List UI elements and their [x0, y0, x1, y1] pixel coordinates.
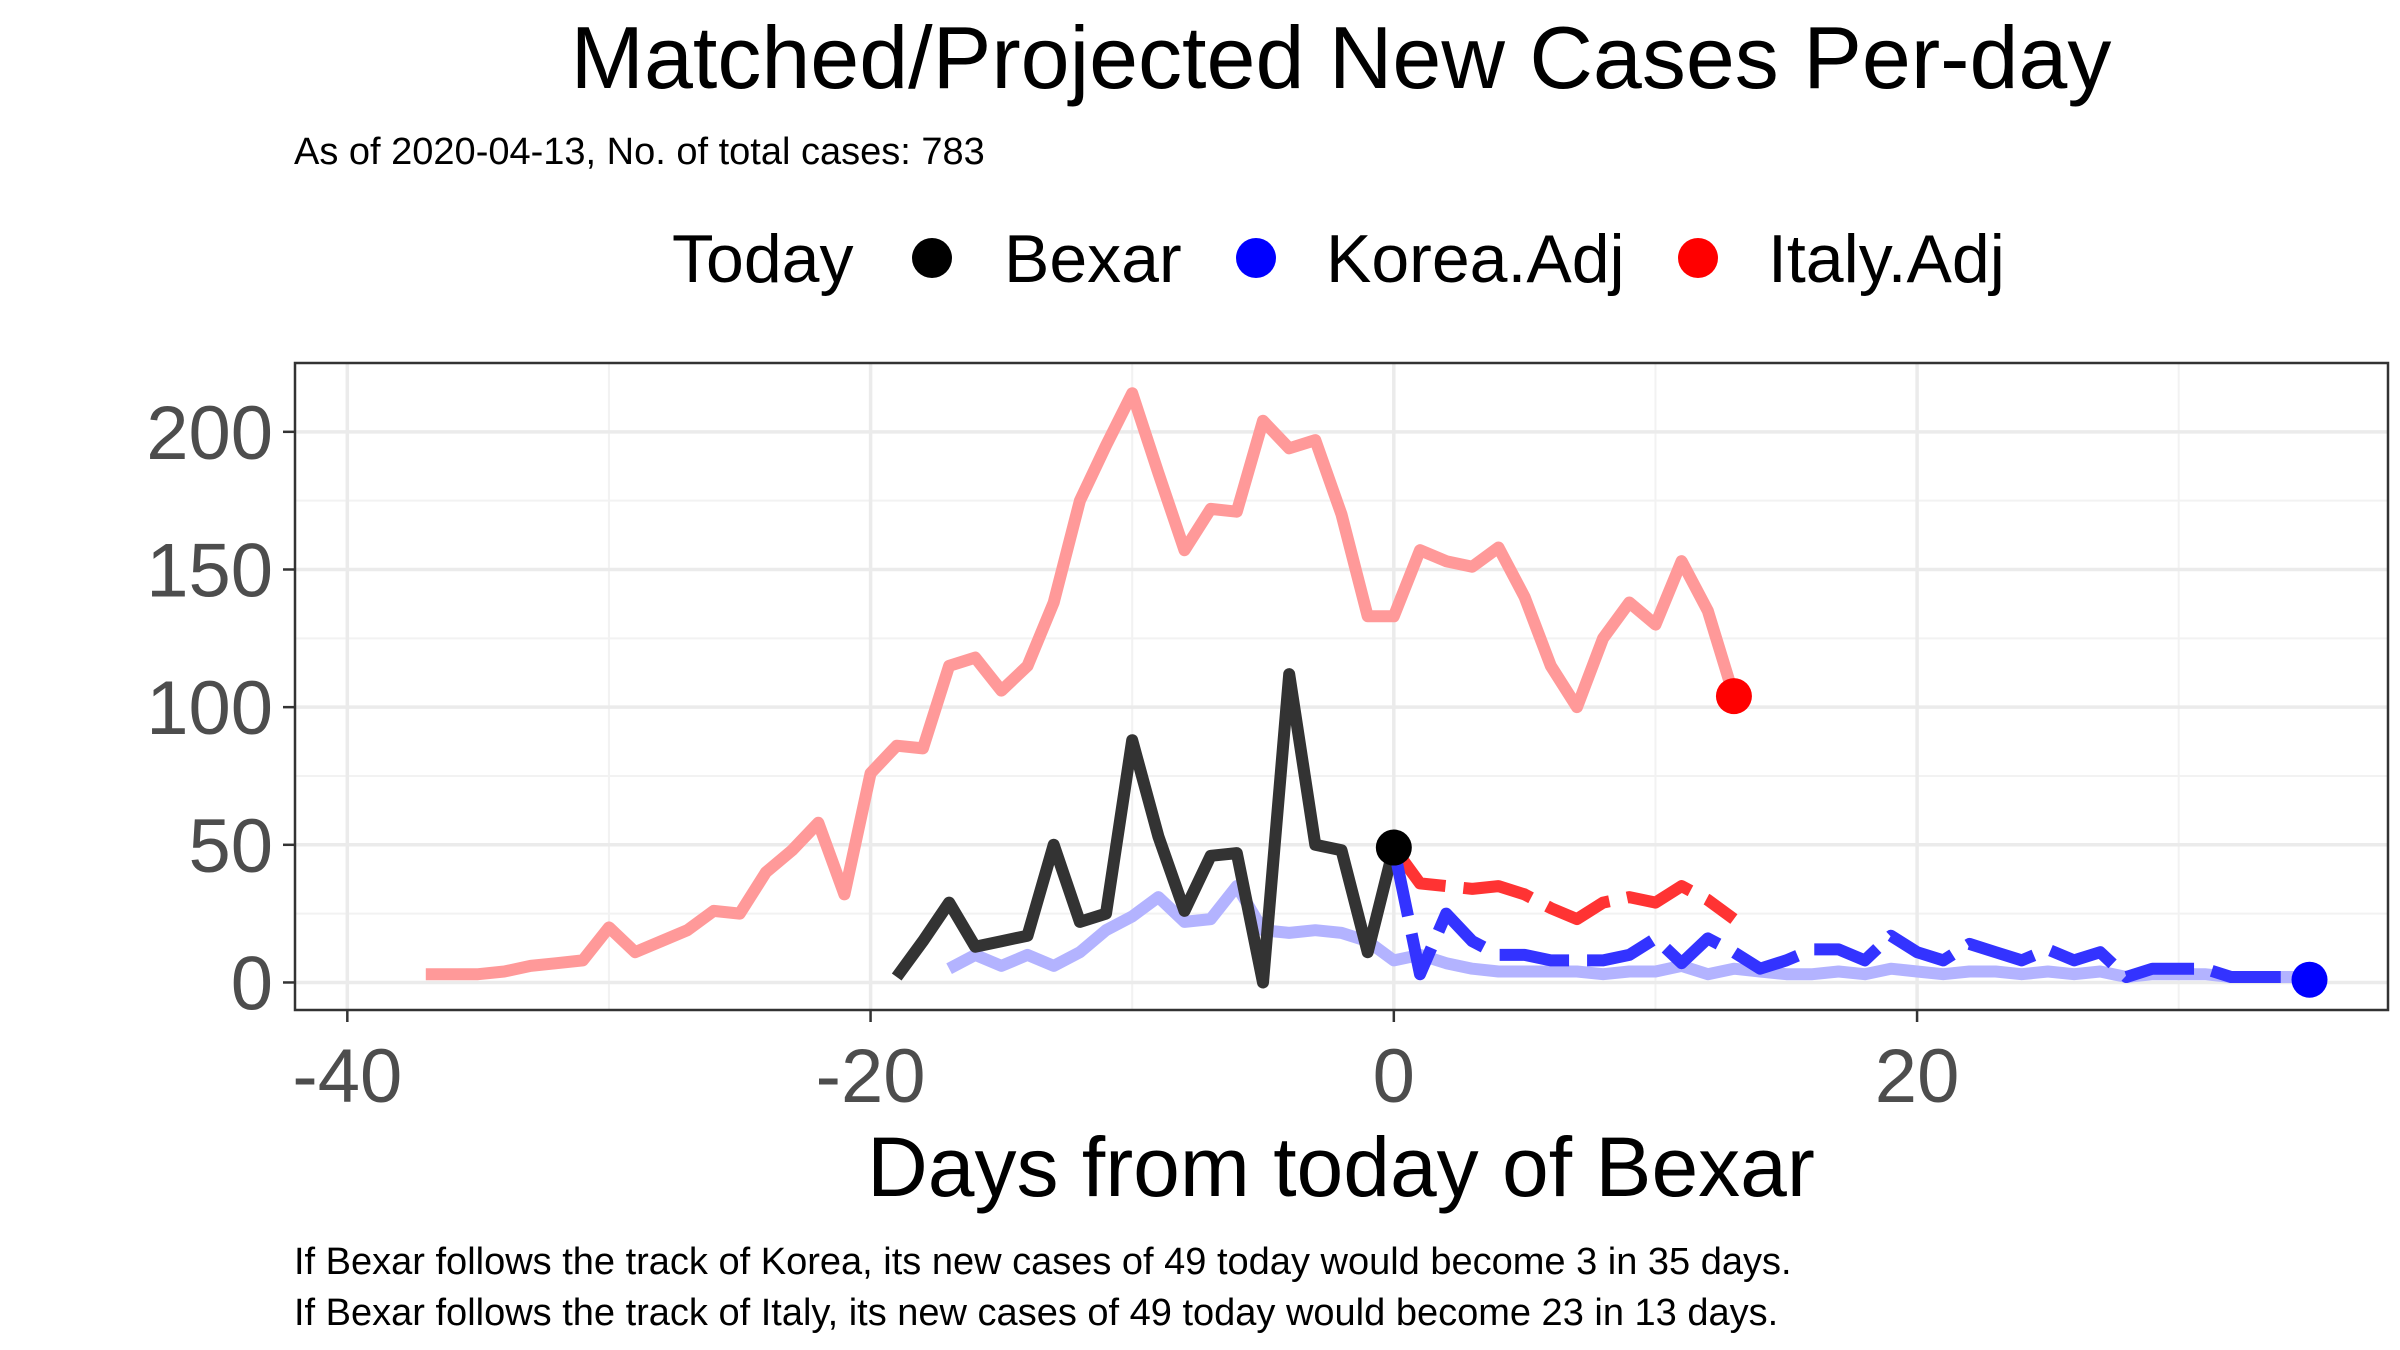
series-line-italy-adj-projected — [1388, 844, 1738, 926]
plot-border — [293, 361, 2390, 1012]
legend-key-korea — [1236, 238, 1276, 278]
x-tick-label: -20 — [816, 1034, 926, 1119]
series-line-korea-adj-matched — [946, 880, 2310, 983]
series-line-bexar-observed — [891, 668, 1400, 989]
caption-korea: If Bexar follows the track of Korea, its… — [294, 1241, 1792, 1283]
y-tick-label: 200 — [146, 391, 273, 476]
legend-key-italy — [1678, 238, 1718, 278]
series-layer — [425, 387, 2311, 989]
x-axis: -40 -20 0 20 — [292, 1010, 1959, 1119]
x-tick-label: 20 — [1875, 1034, 1960, 1119]
legend-title: Today — [672, 221, 853, 297]
caption-italy: If Bexar follows the track of Italy, its… — [294, 1292, 1778, 1334]
y-tick-label: 50 — [188, 804, 273, 889]
series-line-korea-adj-projected — [1387, 846, 2311, 983]
series-line-italy-adj-matched — [425, 387, 1740, 981]
chart-title: Matched/Projected New Cases Per-day — [571, 8, 2112, 107]
legend-label-korea: Korea.Adj — [1326, 221, 1625, 297]
end-point-bexar — [1375, 829, 1412, 866]
x-axis-title: Days from today of Bexar — [867, 1120, 1815, 1214]
chart-subtitle: As of 2020-04-13, No. of total cases: 78… — [294, 131, 985, 173]
end-point-italy-adj — [1715, 678, 1752, 715]
legend-label-italy: Italy.Adj — [1768, 221, 2005, 297]
legend-key-bexar — [912, 238, 952, 278]
y-axis: 0 50 100 150 200 — [146, 391, 295, 1026]
x-tick-label: -40 — [292, 1034, 402, 1119]
y-tick-label: 150 — [146, 528, 273, 613]
end-point-korea-adj — [2291, 961, 2328, 998]
legend-label-bexar: Bexar — [1004, 221, 1182, 297]
end-points — [1375, 678, 2328, 998]
legend: Today Bexar Korea.Adj Italy.Adj — [672, 221, 2005, 297]
y-tick-label: 100 — [146, 666, 273, 751]
x-tick-label: 0 — [1373, 1034, 1415, 1119]
y-tick-label: 0 — [231, 941, 273, 1026]
grid-minor — [295, 363, 2388, 1010]
